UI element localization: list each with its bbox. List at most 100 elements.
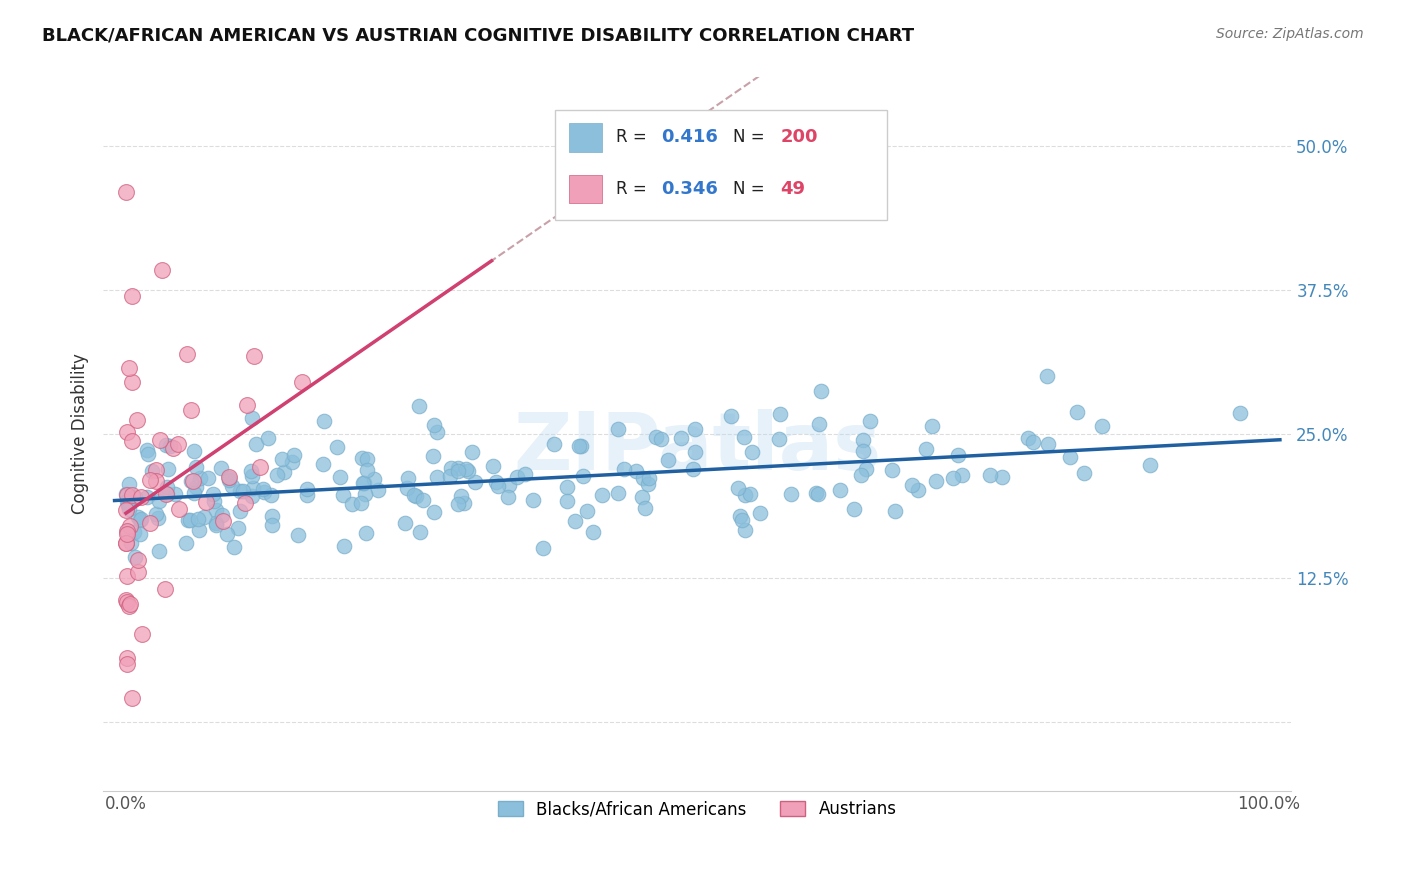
Point [915,442,938,457]
Point [181,474,204,488]
Point [942,471,965,485]
Point [522,492,544,507]
Point [804,486,827,500]
Point [720,409,742,424]
Point [450,489,472,503]
Point [117,425,139,439]
Point [354,526,377,541]
Point [607,486,630,500]
Point [634,501,657,516]
Point [120,536,142,550]
Point [184,480,207,494]
Point [141,464,163,478]
Point [349,496,371,510]
Point [564,514,586,528]
Point [333,539,356,553]
Point [1036,369,1059,384]
Point [768,432,790,446]
Point [900,478,922,492]
Point [591,488,613,502]
Point [283,448,305,462]
Point [979,467,1001,482]
Point [485,475,508,489]
Point [211,508,233,522]
Point [139,516,162,530]
Point [638,471,661,485]
Point [135,490,157,504]
Point [515,467,537,482]
Point [127,509,149,524]
Point [180,402,202,417]
Point [683,422,706,436]
Point [859,414,882,428]
Point [464,475,486,489]
Point [748,506,770,520]
Point [148,544,170,558]
Legend: Blacks/African Americans, Austrians: Blacks/African Americans, Austrians [491,794,903,825]
Point [396,470,419,484]
Point [925,475,948,489]
Point [367,483,389,497]
Point [946,449,969,463]
Point [295,482,318,496]
Point [121,289,143,303]
Point [329,470,352,484]
Point [631,490,654,504]
Point [232,484,254,499]
Point [205,503,228,517]
Point [606,422,628,436]
Text: 0.416: 0.416 [662,128,718,146]
Point [657,452,679,467]
Point [569,439,592,453]
Point [184,460,207,475]
Point [807,417,830,431]
Point [240,489,263,503]
Point [363,472,385,486]
Point [124,490,146,504]
Point [273,465,295,479]
Point [129,490,152,504]
Point [683,445,706,459]
Point [830,483,852,497]
Point [1066,404,1088,418]
Point [205,518,228,533]
Point [150,262,173,277]
Point [295,488,318,502]
Point [576,503,599,517]
Point [311,457,333,471]
Point [314,414,336,428]
Point [613,462,636,476]
Point [233,496,256,510]
Point [218,470,240,484]
Point [844,501,866,516]
Point [849,467,872,482]
Point [115,536,138,550]
Point [149,433,172,447]
Point [215,526,238,541]
Point [136,443,159,458]
Point [118,599,141,613]
Point [921,419,943,434]
Point [498,478,520,492]
Point [242,482,264,496]
Point [243,350,266,364]
Point [115,524,138,539]
Point [425,469,447,483]
Point [1022,434,1045,449]
Point [353,476,375,491]
Point [176,536,198,550]
FancyBboxPatch shape [569,175,602,203]
Point [115,569,138,583]
Text: ZIPatlas: ZIPatlas [513,409,882,487]
Point [1017,431,1039,445]
Point [447,497,470,511]
Point [167,437,190,451]
Point [124,549,146,564]
Point [340,497,363,511]
Point [139,473,162,487]
Point [626,464,648,478]
Point [1038,437,1060,451]
Point [202,494,225,508]
Point [582,524,605,539]
Text: 49: 49 [780,180,806,198]
